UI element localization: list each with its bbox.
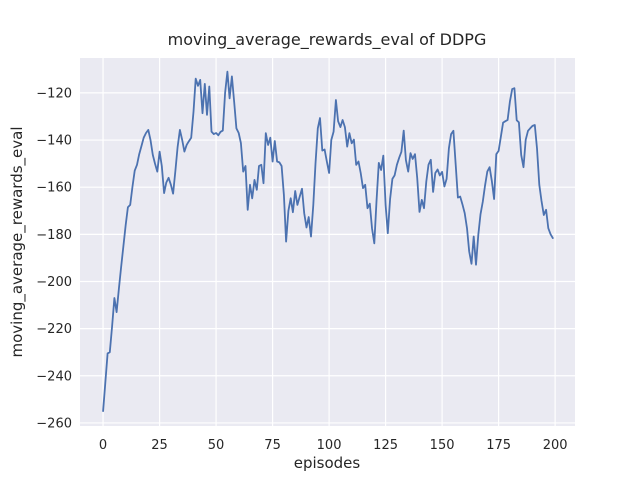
y-tick-label: −160	[36, 181, 72, 196]
x-tick-labels: 0 25 50 75 100 125 150 175 200	[99, 438, 568, 453]
x-tick-label: 75	[264, 438, 281, 453]
y-tick-label: −140	[36, 134, 72, 149]
y-tick-label: −180	[36, 228, 72, 243]
y-tick-label: −220	[36, 322, 72, 337]
x-tick-label: 150	[430, 438, 455, 453]
x-tick-label: 25	[151, 438, 168, 453]
chart-title: moving_average_rewards_eval of DDPG	[168, 30, 487, 50]
y-tick-labels: −120 −140 −160 −180 −200 −220 −240 −260	[36, 86, 72, 431]
y-tick-label: −260	[36, 416, 72, 431]
x-axis-label: episodes	[294, 454, 361, 472]
y-tick-label: −240	[36, 369, 72, 384]
plot-area	[80, 58, 575, 426]
x-tick-label: 175	[486, 438, 511, 453]
y-tick-label: −200	[36, 275, 72, 290]
x-tick-label: 0	[99, 438, 107, 453]
x-tick-label: 200	[543, 438, 568, 453]
x-tick-label: 100	[317, 438, 342, 453]
grid-lines	[80, 58, 575, 426]
y-tick-label: −120	[36, 86, 72, 101]
x-tick-label: 50	[208, 438, 225, 453]
x-tick-label: 125	[373, 438, 398, 453]
series-line	[102, 70, 554, 412]
y-axis-label: moving_average_rewards_eval	[8, 127, 27, 358]
